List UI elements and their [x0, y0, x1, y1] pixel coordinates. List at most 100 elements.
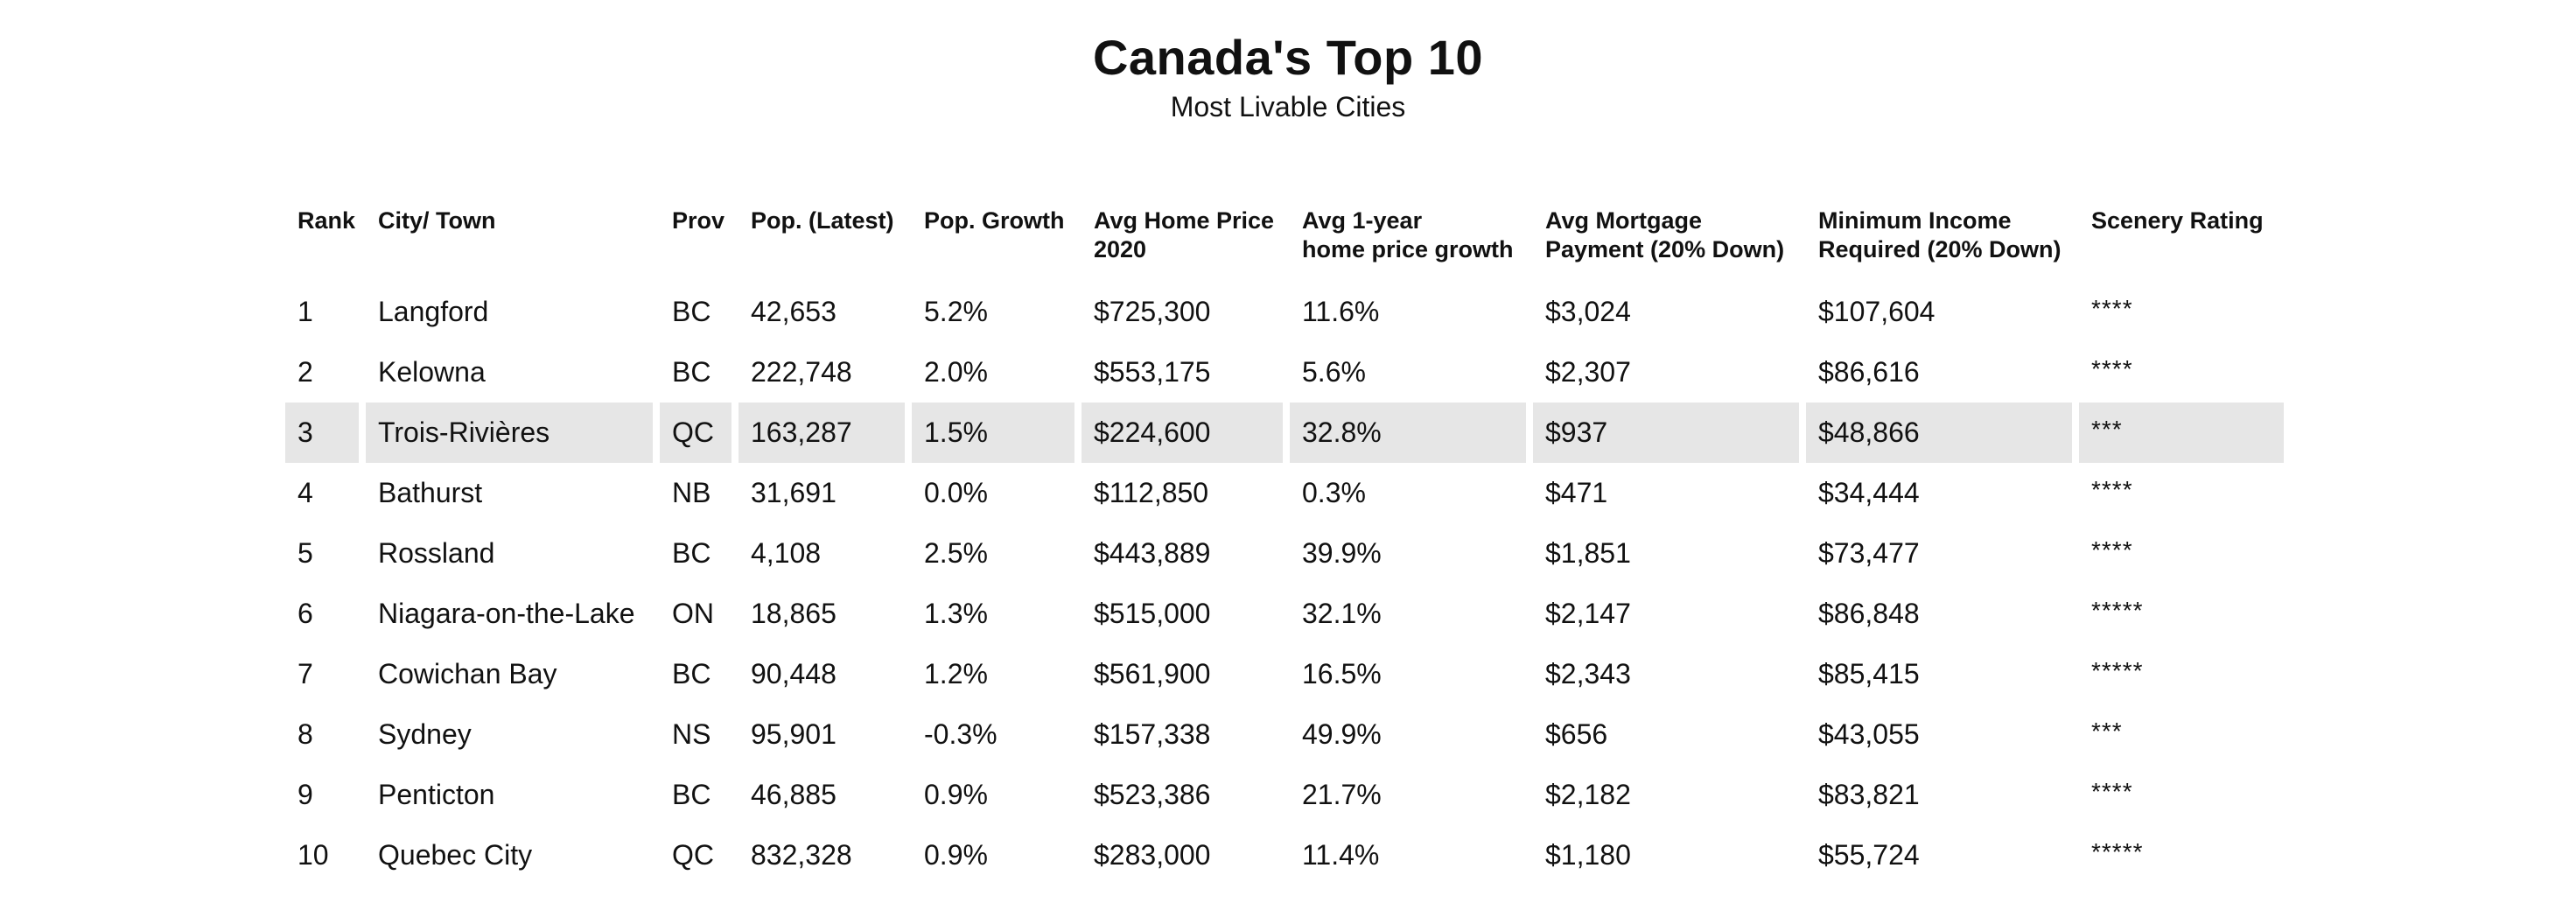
cell-home-price: $112,850 — [1094, 477, 1209, 508]
cell-pop: 42,653 — [751, 296, 836, 327]
cell-rank: 4 — [298, 477, 313, 508]
cell-min-income: $43,055 — [1818, 718, 1920, 750]
column-header-line: Avg Mortgage — [1545, 207, 1703, 234]
cell-mortgage: $2,182 — [1545, 779, 1631, 810]
cell-home-price: $523,386 — [1094, 779, 1211, 810]
cell-mortgage: $2,147 — [1545, 598, 1631, 629]
cell-scenery: **** — [2091, 778, 2133, 805]
cell-city: Sydney — [378, 718, 472, 750]
cell-pop: 95,901 — [751, 718, 836, 750]
cell-pop-growth: 0.0% — [924, 477, 988, 508]
column-header-line: Rank — [298, 207, 356, 234]
cell-pop-growth: 1.3% — [924, 598, 988, 629]
cell-price-growth: 49.9% — [1302, 718, 1382, 750]
cell-min-income: $86,616 — [1818, 356, 1920, 388]
cell-prov: BC — [672, 296, 711, 327]
column-header-line: 2020 — [1094, 236, 1147, 262]
cell-min-income: $86,848 — [1818, 598, 1920, 629]
cell-rank: 3 — [285, 402, 359, 463]
cell-min-income: $34,444 — [1818, 477, 1920, 508]
table-row: 7 Cowichan Bay BC 90,448 1.2% $561,900 16.5% $2… — [285, 644, 2284, 704]
cell-prov: BC — [672, 658, 711, 690]
cell-city: Kelowna — [378, 356, 486, 388]
chart-subtitle: Most Livable Cities — [1170, 91, 1406, 122]
cell-scenery: ***** — [2091, 657, 2144, 684]
cell-home-price: $553,175 — [1094, 356, 1211, 388]
cell-scenery: ***** — [2091, 597, 2144, 624]
cell-price-growth: 0.3% — [1302, 477, 1366, 508]
cell-min-income: $55,724 — [1818, 839, 1920, 871]
cell-min-income: $48,866 — [1806, 402, 2072, 463]
cell-pop-growth: 1.2% — [924, 658, 988, 690]
column-header-line: Payment (20% Down) — [1545, 236, 1785, 262]
cell-mortgage: $1,180 — [1545, 839, 1631, 871]
cell-pop: 90,448 — [751, 658, 836, 690]
column-header-line: Avg Home Price — [1094, 207, 1275, 234]
cell-scenery: **** — [2091, 355, 2133, 382]
cell-mortgage: $1,851 — [1545, 537, 1631, 569]
column-header-pop: Pop. (Latest) — [738, 196, 905, 282]
cell-rank: 1 — [298, 296, 313, 327]
table-row: 8 Sydney NS 95,901 -0.3% $157,338 49.9% $656 $43… — [285, 704, 2284, 765]
cell-scenery: *** — [2079, 402, 2284, 463]
cell-pop-growth: 5.2% — [924, 296, 988, 327]
column-header-city: City/ Town — [366, 196, 653, 282]
cell-home-price: $157,338 — [1094, 718, 1211, 750]
cell-prov: QC — [672, 839, 714, 871]
chart-title: Canada's Top 10 — [1092, 30, 1484, 85]
cell-min-income: $73,477 — [1818, 537, 1920, 569]
column-header-line: home price growth — [1302, 236, 1514, 262]
cell-home-price: $725,300 — [1094, 296, 1211, 327]
column-header-line: Avg 1-year — [1302, 207, 1423, 234]
cell-price-growth: 21.7% — [1302, 779, 1382, 810]
column-header-min-income: Minimum Income Required (20% Down) — [1806, 196, 2072, 282]
cell-mortgage: $937 — [1533, 402, 1799, 463]
cell-home-price: $515,000 — [1094, 598, 1211, 629]
cell-pop: 4,108 — [751, 537, 822, 569]
cell-rank: 9 — [298, 779, 313, 810]
cell-price-growth: 11.6% — [1302, 296, 1380, 327]
cell-pop: 832,328 — [751, 839, 852, 871]
cell-price-growth: 39.9% — [1302, 537, 1382, 569]
cell-pop-growth: 2.0% — [924, 356, 988, 388]
cell-mortgage: $471 — [1545, 477, 1608, 508]
cell-rank: 5 — [298, 537, 313, 569]
cell-mortgage: $2,343 — [1545, 658, 1631, 690]
cell-min-income: $85,415 — [1818, 658, 1920, 690]
cell-prov: ON — [672, 598, 714, 629]
cell-pop-growth: 0.9% — [924, 839, 988, 871]
cell-rank: 6 — [298, 598, 313, 629]
cell-prov: NS — [672, 718, 711, 750]
cell-rank: 10 — [298, 839, 329, 871]
cell-mortgage: $656 — [1545, 718, 1608, 750]
column-header-pop-growth: Pop. Growth — [912, 196, 1074, 282]
cell-pop: 18,865 — [751, 598, 836, 629]
cell-price-growth: 11.4% — [1302, 839, 1380, 871]
cell-min-income: $107,604 — [1818, 296, 1936, 327]
column-header-rank: Rank — [285, 196, 359, 282]
cell-min-income: $83,821 — [1818, 779, 1920, 810]
cell-price-growth: 32.8% — [1290, 402, 1526, 463]
cell-mortgage: $3,024 — [1545, 296, 1631, 327]
cell-home-price: $224,600 — [1082, 402, 1283, 463]
column-header-line: Prov — [672, 207, 725, 234]
cell-rank: 2 — [298, 356, 313, 388]
cell-prov: BC — [672, 779, 711, 810]
cell-city: Cowichan Bay — [378, 658, 557, 690]
column-header-prov: Prov — [660, 196, 732, 282]
cell-city: Trois-Rivières — [366, 402, 653, 463]
column-header-home-price: Avg Home Price 2020 — [1082, 196, 1283, 282]
cell-scenery: **** — [2091, 295, 2133, 322]
column-header-line: Pop. Growth — [924, 207, 1065, 234]
data-table: Rank City/ Town Prov Pop. (Latest) Pop. Grow… — [278, 196, 2291, 886]
cell-home-price: $283,000 — [1094, 839, 1211, 871]
table-row: 9 Penticton BC 46,885 0.9% $523,386 21.7% $2,18… — [285, 765, 2284, 825]
cell-city: Penticton — [378, 779, 495, 810]
cell-pop-growth: 2.5% — [924, 537, 988, 569]
cell-city: Rossland — [378, 537, 495, 569]
cell-city: Langford — [378, 296, 489, 327]
table-row: 6 Niagara-on-the-Lake ON 18,865 1.3% $515,000… — [285, 584, 2284, 644]
cell-city: Bathurst — [378, 477, 483, 508]
table-body: 1 Langford BC 42,653 5.2% $725,300 11.6% $3,024… — [285, 282, 2284, 886]
column-header-line: City/ Town — [378, 207, 496, 234]
